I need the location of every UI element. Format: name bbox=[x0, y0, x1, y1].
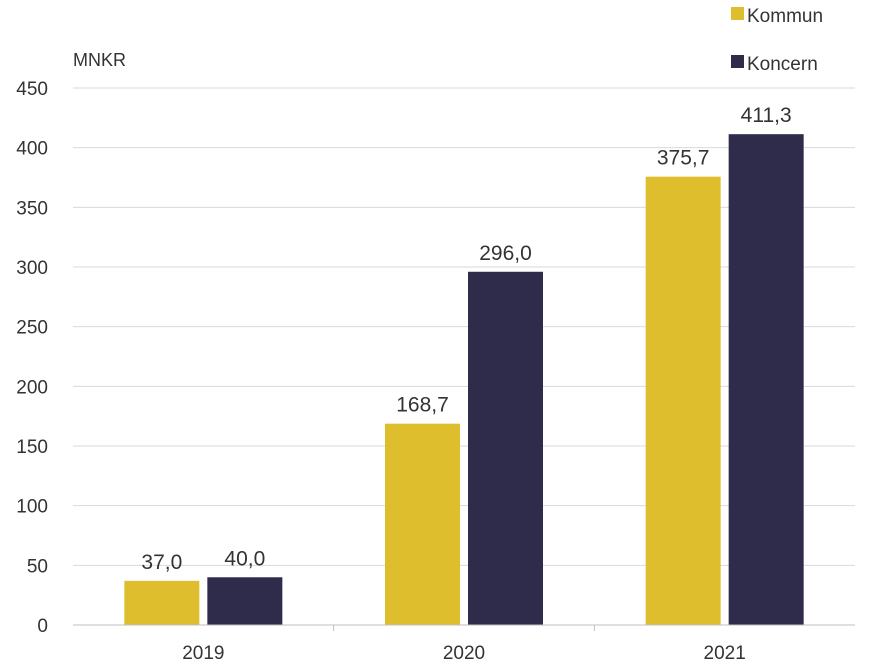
y-tick-label: 300 bbox=[16, 258, 48, 279]
legend-label-koncern: Koncern bbox=[747, 54, 818, 75]
bar-koncern-2021 bbox=[728, 134, 804, 625]
bar-koncern-2019 bbox=[207, 577, 283, 625]
bar-kommun-2020 bbox=[385, 423, 460, 625]
x-tick-label: 2019 bbox=[182, 643, 224, 661]
x-tick-label: 2020 bbox=[443, 643, 485, 661]
y-tick-label: 0 bbox=[37, 616, 48, 637]
legend: Kommun Koncern bbox=[731, 6, 823, 75]
bars bbox=[124, 134, 804, 625]
data-label: 40,0 bbox=[224, 547, 265, 570]
x-tick-label: 2021 bbox=[704, 643, 746, 661]
data-label: 37,0 bbox=[141, 551, 182, 574]
y-tick-label: 50 bbox=[27, 556, 48, 577]
y-tick-label: 100 bbox=[16, 497, 48, 518]
data-label: 168,7 bbox=[396, 394, 449, 417]
y-tick-label: 350 bbox=[16, 198, 48, 219]
gridlines bbox=[73, 87, 855, 566]
bar-kommun-2021 bbox=[645, 176, 721, 625]
legend-label-kommun: Kommun bbox=[747, 6, 823, 27]
data-label: 375,7 bbox=[657, 147, 710, 170]
data-label: 411,3 bbox=[741, 104, 792, 127]
legend-swatch-kommun bbox=[731, 7, 744, 20]
y-tick-label: 400 bbox=[16, 139, 48, 160]
y-axis-ticks: 0 50 100 150 200 250 300 350 400 450 bbox=[16, 79, 48, 637]
legend-swatch-koncern bbox=[731, 55, 744, 68]
x-axis: 2019 2020 2021 bbox=[73, 624, 855, 661]
data-label: 296,0 bbox=[479, 242, 532, 265]
y-tick-label: 200 bbox=[16, 377, 48, 398]
bar-koncern-2020 bbox=[468, 271, 543, 625]
bar-kommun-2019 bbox=[124, 580, 200, 625]
y-tick-label: 250 bbox=[16, 318, 48, 339]
y-axis-unit-label: MNKR bbox=[73, 50, 126, 70]
data-labels: 37,0 40,0 168,7 296,0 375,7 411,3 bbox=[141, 104, 791, 574]
y-tick-label: 450 bbox=[16, 79, 48, 100]
y-tick-label: 150 bbox=[16, 437, 48, 458]
